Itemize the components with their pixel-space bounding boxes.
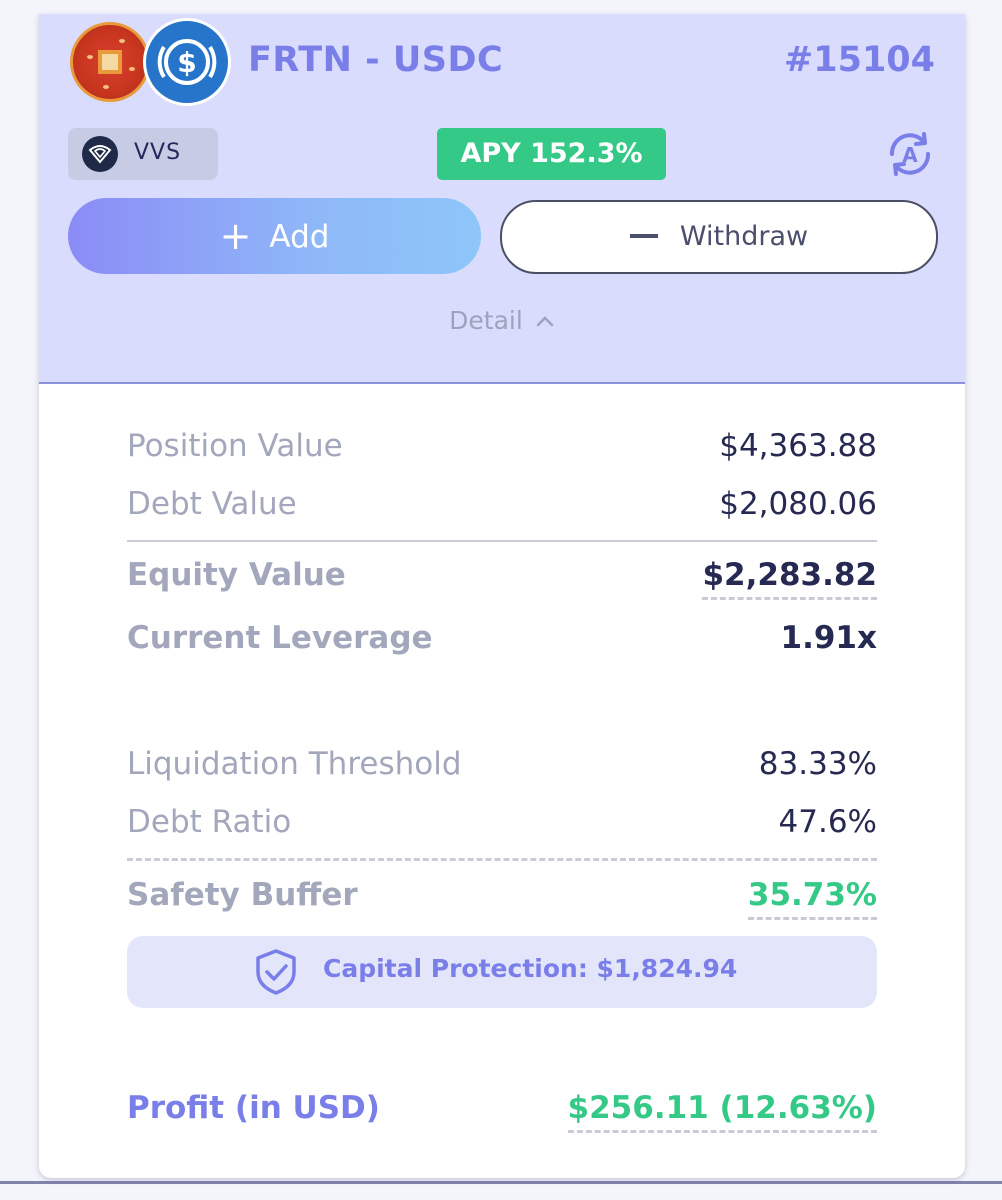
- usdc-token-icon: $: [143, 18, 231, 106]
- add-button[interactable]: + Add: [68, 198, 481, 274]
- equity-value-label: Equity Value: [127, 557, 346, 593]
- liquidation-threshold-value: 83.33%: [758, 746, 877, 782]
- debt-value: $2,080.06: [719, 486, 877, 522]
- safety-buffer-value[interactable]: 35.73%: [747, 877, 877, 920]
- position-header: $ FRTN - USDC #15104 VVS APY 152.3% A: [39, 14, 965, 384]
- svg-text:$: $: [177, 46, 196, 79]
- position-id: #15104: [783, 40, 935, 80]
- profit-label: Profit (in USD): [127, 1090, 380, 1126]
- bottom-divider: [0, 1181, 1002, 1184]
- safety-buffer-label: Safety Buffer: [127, 877, 358, 913]
- shield-check-icon: [253, 948, 299, 1000]
- profit-row: Profit (in USD) $256.11 (12.63%): [127, 1090, 877, 1134]
- current-leverage-value: 1.91x: [780, 620, 877, 656]
- equity-value-row: Equity Value $2,283.82: [127, 557, 877, 601]
- svg-text:A: A: [902, 143, 918, 167]
- plus-icon: +: [219, 214, 252, 258]
- withdraw-button[interactable]: Withdraw: [500, 200, 938, 274]
- vvs-logo-icon: [82, 136, 118, 172]
- withdraw-label: Withdraw: [679, 221, 809, 252]
- divider: [127, 540, 877, 542]
- current-leverage-label: Current Leverage: [127, 620, 433, 656]
- dex-badge: VVS: [68, 128, 218, 180]
- dashed-divider: [127, 858, 877, 861]
- debt-value-label: Debt Value: [127, 486, 297, 522]
- capital-protection-text: Capital Protection: $1,824.94: [323, 954, 738, 983]
- pair-title: FRTN - USDC: [248, 40, 504, 80]
- debt-ratio-row: Debt Ratio 47.6%: [127, 804, 877, 848]
- detail-toggle[interactable]: Detail: [39, 304, 965, 335]
- position-value-row: Position Value $4,363.88: [127, 428, 877, 472]
- profit-value[interactable]: $256.11 (12.63%): [567, 1090, 877, 1133]
- add-label: Add: [269, 219, 330, 255]
- minus-icon: [629, 233, 658, 238]
- apy-badge: APY 152.3%: [437, 128, 666, 180]
- equity-value[interactable]: $2,283.82: [702, 557, 877, 600]
- liquidation-threshold-label: Liquidation Threshold: [127, 746, 462, 782]
- debt-value-row: Debt Value $2,080.06: [127, 486, 877, 530]
- detail-label: Detail: [449, 306, 523, 335]
- liquidation-threshold-row: Liquidation Threshold 83.33%: [127, 746, 877, 790]
- safety-buffer-row: Safety Buffer 35.73%: [127, 877, 877, 921]
- current-leverage-row: Current Leverage 1.91x: [127, 620, 877, 664]
- auto-compound-icon[interactable]: A: [882, 126, 938, 182]
- frtn-token-icon: [70, 22, 150, 102]
- position-value-label: Position Value: [127, 428, 343, 464]
- debt-ratio-label: Debt Ratio: [127, 804, 292, 840]
- debt-ratio-value: 47.6%: [778, 804, 877, 840]
- dex-label: VVS: [134, 140, 182, 165]
- position-card: $ FRTN - USDC #15104 VVS APY 152.3% A: [39, 14, 965, 1178]
- chevron-up-icon: [535, 304, 555, 333]
- position-value: $4,363.88: [719, 428, 877, 464]
- capital-protection-banner: Capital Protection: $1,824.94: [127, 936, 877, 1008]
